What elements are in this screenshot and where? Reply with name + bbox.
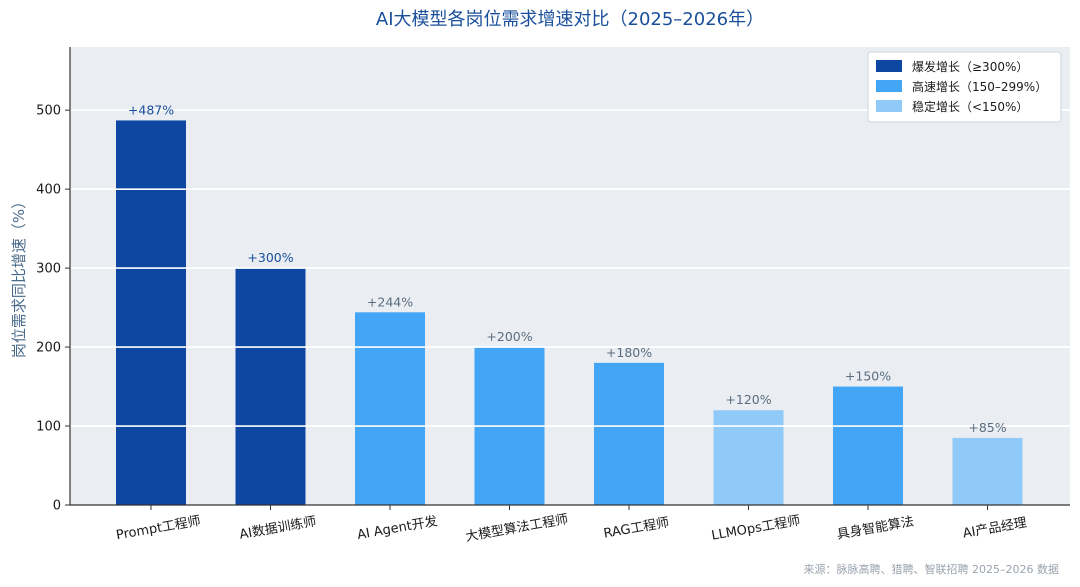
legend-swatch	[876, 60, 902, 72]
bar	[952, 437, 1023, 505]
y-tick-labels: 0 100 200 300 400 500	[36, 104, 61, 514]
legend-swatch	[876, 100, 902, 112]
x-tick-label: AI数据训练师	[238, 514, 317, 542]
legend-label: 爆发增长（≥300%）	[912, 59, 1028, 74]
data-label: +150%	[845, 369, 891, 384]
data-labels: +487% +300% +244% +200% +180% +120% +150% +85%	[128, 102, 1007, 434]
x-tick-label: Prompt工程师	[115, 514, 202, 544]
bar	[355, 312, 425, 505]
data-label: +85%	[968, 420, 1006, 435]
bar	[235, 268, 306, 505]
data-label: +487%	[128, 102, 174, 117]
chart-title: AI大模型各岗位需求增速对比（2025–2026年）	[376, 9, 764, 30]
legend-label: 稳定增长（<150%）	[912, 99, 1028, 114]
bar	[713, 410, 784, 505]
y-tick-label: 500	[36, 104, 61, 119]
data-label: +244%	[367, 294, 413, 309]
legend: 爆发增长（≥300%） 高速增长（150–299%） 稳定增长（<150%）	[867, 51, 1062, 123]
data-label: +180%	[606, 345, 652, 360]
y-tick-label: 300	[36, 262, 61, 277]
legend-swatch	[876, 80, 902, 92]
bar	[116, 120, 186, 505]
x-tick-label: 具身智能算法	[836, 513, 916, 542]
x-tick-label: LLMOps工程师	[710, 513, 801, 543]
y-axis-label: 岗位需求同比增速（%）	[10, 194, 28, 358]
y-tick-label: 200	[36, 341, 61, 356]
x-tick-label: 大模型算法工程师	[464, 512, 569, 545]
legend-label: 高速增长（150–299%）	[912, 79, 1047, 94]
data-label: +200%	[486, 329, 532, 344]
axes	[65, 47, 1070, 510]
data-label: +120%	[725, 392, 771, 407]
bar	[594, 362, 664, 505]
data-label: +300%	[247, 250, 293, 265]
y-tick-label: 100	[36, 420, 61, 435]
source-note: 来源：脉脉高聘、猎聘、智联招聘 2025–2026 数据	[804, 562, 1059, 576]
y-tick-label: 400	[36, 183, 61, 198]
legend-box	[867, 51, 1062, 123]
bar	[833, 386, 903, 505]
x-tick-label: AI产品经理	[962, 516, 1028, 542]
x-tick-label: AI Agent开发	[356, 513, 439, 543]
y-tick-label: 0	[53, 499, 61, 514]
x-tick-label: RAG工程师	[602, 515, 670, 541]
x-tick-labels: Prompt工程师 AI数据训练师 AI Agent开发 大模型算法工程师 RAG工程师…	[115, 512, 1028, 545]
